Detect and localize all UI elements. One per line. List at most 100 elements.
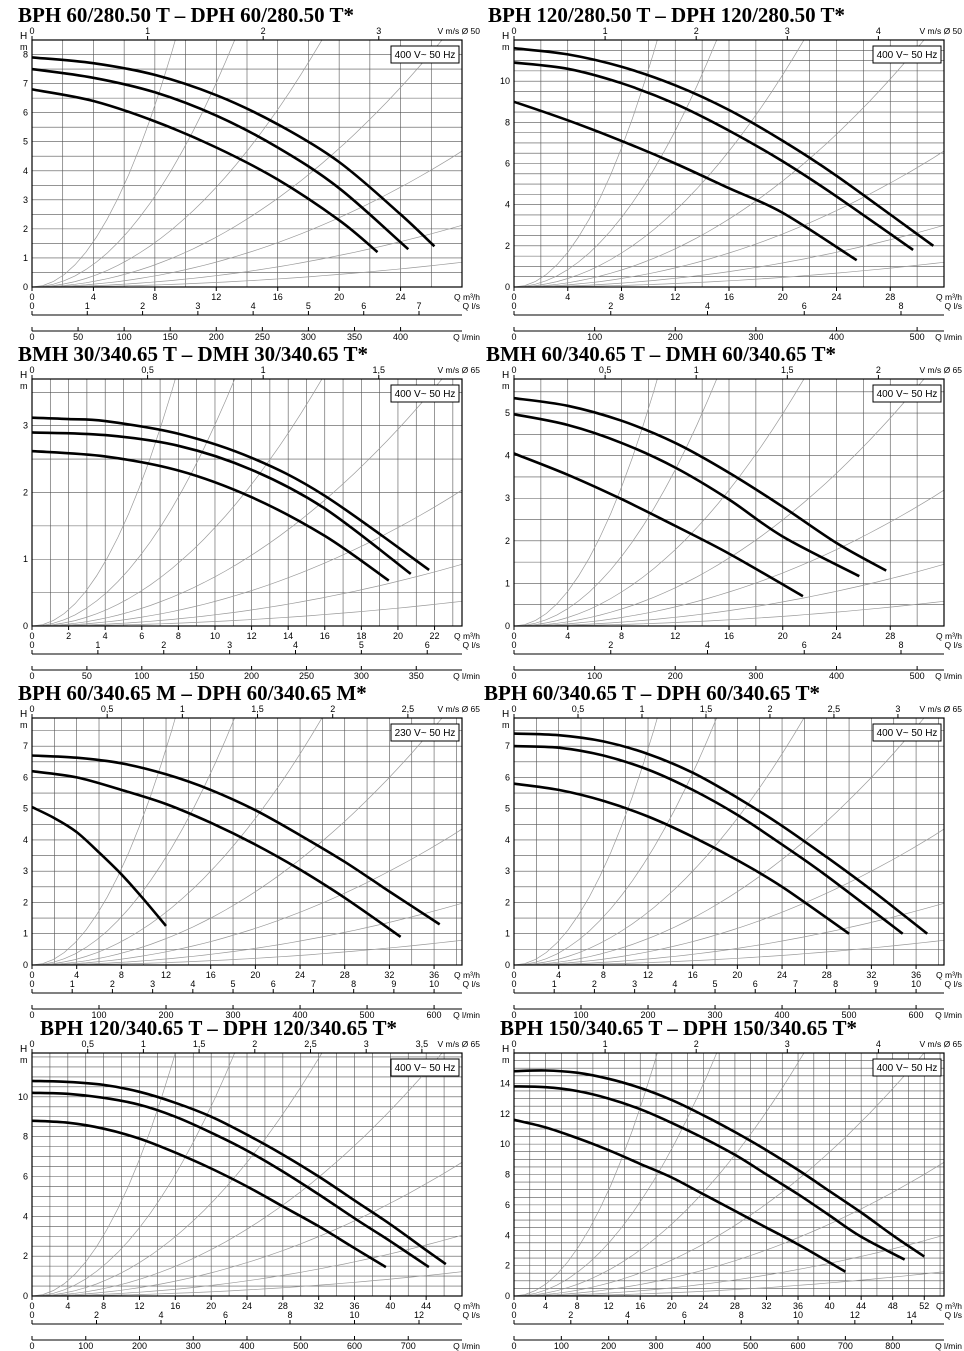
- x-tick-label: 24: [396, 292, 406, 302]
- lmin-tick-label: 600: [347, 1341, 362, 1351]
- y-tick-label: 7: [23, 79, 28, 89]
- velocity-tick-label: 1: [603, 1039, 608, 1049]
- system-curve: [514, 600, 944, 626]
- lmin-axis-label: Q l/min: [935, 1010, 962, 1020]
- lmin-tick-label: 200: [132, 1341, 147, 1351]
- system-curve: [32, 1271, 462, 1296]
- x-tick-label: 4: [103, 631, 108, 641]
- y-axis-unit: m: [20, 381, 28, 391]
- system-curves: [514, 40, 944, 287]
- x-tick-label: 12: [211, 292, 221, 302]
- ls-tick-label: 4: [705, 640, 710, 650]
- y-tick-label: 5: [505, 408, 510, 418]
- lmin-tick-label: 100: [117, 332, 132, 342]
- x-tick-label: 52: [919, 1301, 929, 1311]
- x-tick-label: 0: [511, 1301, 516, 1311]
- ls-tick-label: 7: [793, 979, 798, 989]
- lmin-tick-label: 100: [134, 671, 149, 681]
- ls-tick-label: 8: [287, 1310, 292, 1320]
- system-curves: [32, 379, 462, 626]
- pump-curve-3: [513, 732, 929, 935]
- y-tick-label: 3: [23, 195, 28, 205]
- y-tick-label: 5: [23, 804, 28, 814]
- plot-frame: [31, 378, 463, 627]
- ls-tick-label: 4: [158, 1310, 163, 1320]
- lmin-tick-label: 100: [78, 1341, 93, 1351]
- y-axis-label: H: [20, 31, 27, 42]
- x-tick-label: 20: [250, 970, 260, 980]
- velocity-tick-label: 0: [511, 365, 516, 375]
- y-axis-unit: m: [502, 720, 510, 730]
- ls-tick-label: 7: [416, 301, 421, 311]
- x-axis-label: Q m³/h: [936, 1301, 962, 1311]
- x-tick-label: 24: [698, 1301, 708, 1311]
- system-curve: [514, 718, 805, 965]
- x-tick-label: 20: [206, 1301, 216, 1311]
- x-tick-label: 12: [670, 292, 680, 302]
- ls-tick-label: 0: [29, 1310, 34, 1320]
- system-curve: [32, 718, 176, 965]
- x-tick-label: 40: [385, 1301, 395, 1311]
- velocity-tick-label: 3: [364, 1039, 369, 1049]
- system-curve: [32, 40, 323, 287]
- velocity-tick-label: 0,5: [572, 704, 585, 714]
- system-curve: [32, 40, 236, 287]
- pump-curve-1: [513, 782, 850, 935]
- x-tick-label: 8: [601, 970, 606, 980]
- velocity-tick-label: 2,5: [402, 704, 415, 714]
- x-tick-label: 0: [29, 1301, 34, 1311]
- lmin-tick-label: 350: [347, 332, 362, 342]
- ls-tick-label: 0: [511, 301, 516, 311]
- lmin-tick-label: 50: [82, 671, 92, 681]
- x-tick-label: 20: [334, 292, 344, 302]
- ls-tick-label: 0: [29, 979, 34, 989]
- system-curve: [514, 379, 925, 626]
- ls-tick-label: 10: [349, 1310, 359, 1320]
- y-tick-label: 2: [23, 1251, 28, 1261]
- system-curve: [32, 379, 443, 626]
- voltage-label: 400 V~ 50 Hz: [877, 50, 938, 61]
- lmin-tick-label: 300: [708, 1010, 723, 1020]
- system-curve: [514, 1162, 944, 1296]
- ls-tick-label: 3: [195, 301, 200, 311]
- ls-tick-label: 10: [429, 979, 439, 989]
- ls-tick-label: 4: [251, 301, 256, 311]
- x-axis-label: Q m³/h: [936, 292, 962, 302]
- velocity-tick-label: 1,5: [373, 365, 386, 375]
- system-curves: [514, 379, 944, 626]
- x-tick-label: 8: [101, 1301, 106, 1311]
- lmin-tick-label: 300: [301, 332, 316, 342]
- lmin-tick-label: 400: [775, 1010, 790, 1020]
- system-curve: [32, 379, 236, 626]
- lmin-tick-label: 300: [748, 332, 763, 342]
- ls-tick-label: 8: [898, 640, 903, 650]
- lmin-tick-label: 200: [209, 332, 224, 342]
- ls-tick-label: 6: [753, 979, 758, 989]
- velocity-tick-label: 3: [785, 26, 790, 36]
- velocity-tick-label: 1: [145, 26, 150, 36]
- velocity-axis-label: V m/s Ø 50: [437, 26, 480, 36]
- x-tick-label: 4: [91, 292, 96, 302]
- ls-tick-label: 8: [351, 979, 356, 989]
- x-tick-label: 16: [206, 970, 216, 980]
- lmin-tick-label: 0: [29, 332, 34, 342]
- lmin-tick-label: 800: [885, 1341, 900, 1351]
- pump-curve-1: [31, 449, 390, 582]
- ls-tick-label: 0: [29, 301, 34, 311]
- y-tick-label: 4: [505, 1230, 510, 1240]
- y-tick-label: 10: [18, 1092, 28, 1102]
- x-tick-label: 4: [543, 1301, 548, 1311]
- pump-curve-1: [31, 1119, 387, 1269]
- x-tick-label: 2: [66, 631, 71, 641]
- y-tick-label: 4: [505, 451, 510, 461]
- lmin-tick-label: 300: [354, 671, 369, 681]
- lmin-tick-label: 200: [668, 332, 683, 342]
- ls-tick-label: 9: [873, 979, 878, 989]
- y-axis-unit: m: [20, 1055, 28, 1065]
- ls-tick-label: 2: [608, 640, 613, 650]
- velocity-tick-label: 0,5: [599, 365, 612, 375]
- lmin-tick-label: 600: [791, 1341, 806, 1351]
